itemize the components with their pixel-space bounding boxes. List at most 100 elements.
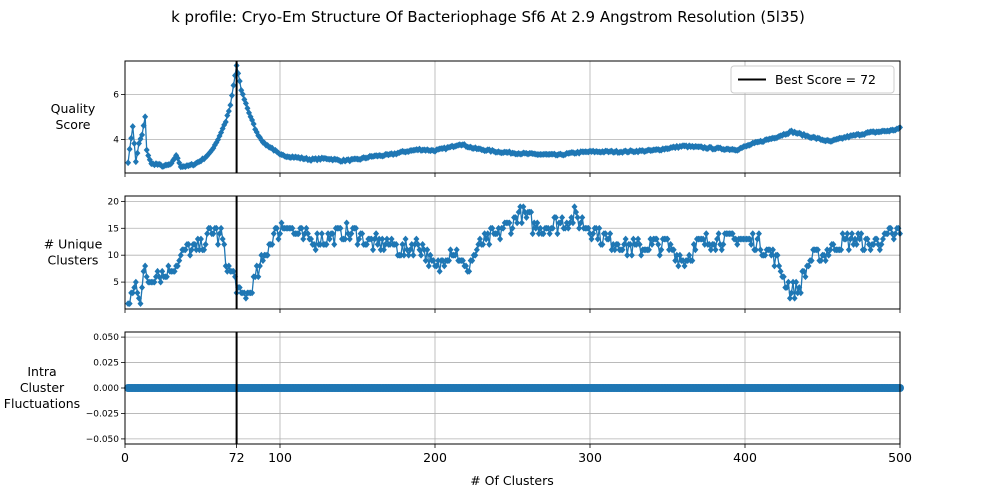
data-point (255, 273, 262, 281)
y-tick-label: 0.025 (93, 359, 119, 369)
data-point (126, 300, 133, 308)
data-point (545, 224, 552, 232)
data-point (388, 235, 395, 243)
data-point (889, 230, 896, 238)
data-point (887, 224, 894, 232)
data-point (143, 273, 150, 281)
data-point (232, 273, 239, 281)
y-tick-label: 10 (108, 251, 120, 261)
data-point (393, 241, 400, 248)
data-point (734, 241, 741, 248)
data-point (140, 267, 147, 275)
data-point (401, 251, 407, 259)
data-point (879, 235, 886, 243)
data-point (301, 230, 308, 238)
data-point (182, 246, 189, 254)
data-point (621, 241, 628, 248)
data-point (171, 154, 178, 162)
data-point (562, 224, 569, 232)
data-point (757, 246, 764, 254)
data-point (317, 241, 324, 248)
data-point (402, 235, 409, 243)
data-point (221, 241, 228, 248)
data-point (210, 230, 217, 238)
data-point (354, 241, 361, 248)
data-point (856, 235, 863, 243)
data-point (414, 241, 421, 248)
data-point (137, 300, 144, 308)
data-point (174, 262, 181, 270)
data-point (821, 251, 828, 259)
data-point (308, 157, 314, 164)
data-point (370, 246, 376, 254)
data-point (275, 235, 282, 243)
data-point (230, 267, 237, 275)
data-point (131, 284, 138, 291)
data-point (303, 224, 310, 232)
data-point (256, 262, 263, 270)
data-point (142, 113, 149, 121)
data-point (602, 230, 609, 238)
data-point (605, 235, 612, 243)
y-tick-label: 15 (108, 224, 119, 234)
data-point (371, 235, 378, 243)
data-point (577, 219, 584, 227)
data-point (514, 219, 521, 227)
data-point (373, 230, 380, 238)
data-point (473, 246, 480, 254)
data-point (824, 246, 831, 254)
data-point (129, 123, 136, 130)
data-point (780, 273, 787, 281)
data-point (405, 251, 412, 259)
data-point (614, 241, 621, 248)
data-point (252, 125, 259, 133)
data-point (873, 235, 880, 243)
data-point (345, 230, 352, 238)
data-point (259, 257, 266, 264)
data-point (517, 203, 524, 211)
data-point (236, 284, 243, 291)
data-point (858, 230, 865, 238)
data-point (348, 230, 355, 238)
data-point (686, 251, 693, 259)
data-point (808, 257, 815, 264)
data-point (676, 251, 683, 259)
data-point (712, 246, 719, 254)
x-axis-label: # Of Clusters (470, 473, 554, 488)
data-point (225, 107, 232, 115)
data-point (748, 241, 755, 248)
x-tick-label: 0 (121, 450, 129, 465)
data-point (512, 214, 519, 221)
data-point (441, 262, 448, 270)
data-point (649, 241, 655, 248)
data-point (241, 289, 248, 297)
data-point (569, 219, 576, 227)
data-point (300, 235, 307, 243)
data-point (469, 257, 476, 264)
y-tick-label: 0.050 (93, 333, 119, 343)
data-point (215, 241, 221, 248)
data-point (252, 273, 259, 281)
x-tick-label: 100 (268, 450, 292, 465)
data-point (839, 230, 846, 238)
data-point (627, 241, 634, 248)
data-point (410, 251, 417, 259)
data-point (425, 262, 432, 270)
data-point (202, 241, 209, 248)
data-point (788, 289, 795, 297)
data-point (201, 246, 208, 254)
data-point (848, 230, 855, 238)
data-point (506, 148, 513, 156)
data-point (838, 246, 845, 254)
data-point (707, 246, 714, 254)
data-point (418, 251, 425, 259)
data-point (766, 246, 773, 254)
legend-box (730, 65, 895, 94)
data-point (258, 136, 265, 144)
data-point (563, 219, 570, 227)
data-point (579, 214, 586, 221)
data-point (703, 230, 710, 238)
data-point (312, 246, 319, 254)
data-point (154, 267, 161, 275)
